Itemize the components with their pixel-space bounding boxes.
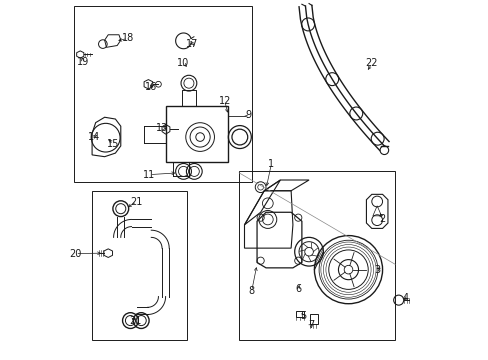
Text: 19: 19 bbox=[77, 57, 89, 67]
Text: 3: 3 bbox=[373, 265, 380, 275]
Bar bbox=[74, 6, 251, 182]
Text: 16: 16 bbox=[145, 82, 157, 92]
Text: 22: 22 bbox=[365, 58, 377, 68]
Text: 17: 17 bbox=[186, 39, 198, 49]
Text: 13: 13 bbox=[156, 123, 168, 133]
Text: 4: 4 bbox=[402, 293, 408, 303]
Text: 14: 14 bbox=[87, 132, 100, 142]
Text: 21: 21 bbox=[129, 316, 141, 325]
Text: 15: 15 bbox=[107, 139, 120, 149]
Text: 21: 21 bbox=[130, 197, 143, 207]
Text: 9: 9 bbox=[244, 111, 251, 121]
Text: 10: 10 bbox=[177, 58, 189, 68]
Bar bbox=[92, 191, 187, 339]
Bar bbox=[165, 107, 228, 162]
Text: 12: 12 bbox=[218, 96, 230, 106]
Text: 18: 18 bbox=[122, 33, 134, 43]
Text: 8: 8 bbox=[248, 286, 254, 296]
Text: 20: 20 bbox=[69, 248, 81, 258]
Bar bbox=[239, 171, 394, 339]
Text: 7: 7 bbox=[307, 320, 313, 330]
Text: 6: 6 bbox=[295, 284, 301, 294]
Text: 1: 1 bbox=[268, 159, 274, 169]
Text: 5: 5 bbox=[300, 311, 306, 321]
Text: 2: 2 bbox=[379, 215, 385, 224]
Text: 11: 11 bbox=[143, 170, 155, 180]
